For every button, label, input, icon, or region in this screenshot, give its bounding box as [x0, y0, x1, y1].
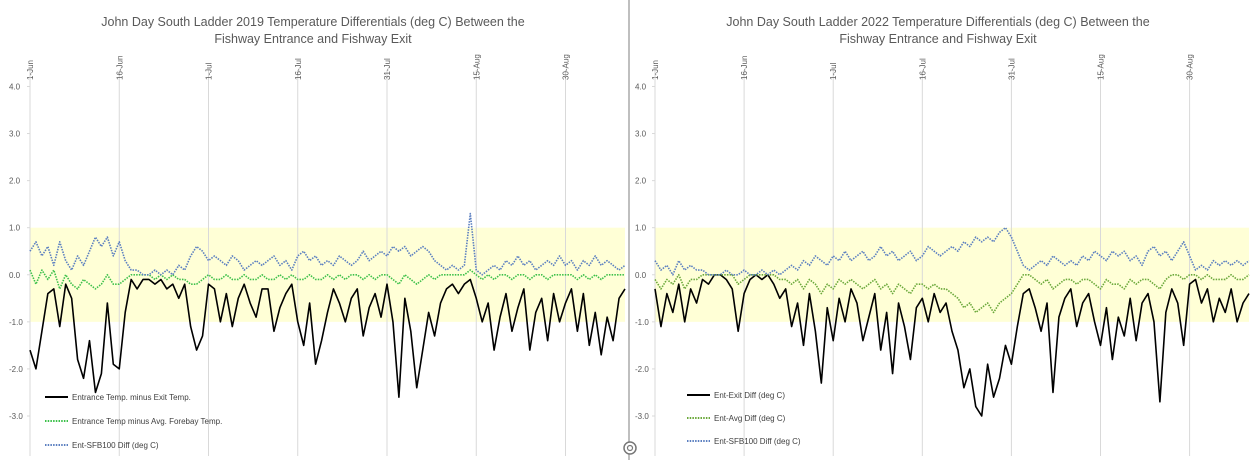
x-tick-label: 15-Aug: [1097, 54, 1106, 80]
chart-panel: 1-Jun 16-Jun 1-Jul 16-Jul 31-Jul 15-Aug 30-Aug…: [631, 0, 1251, 460]
series-line: [29, 269, 625, 290]
chart-panel: 1-Jun 16-Jun 1-Jul 16-Jul 31-Jul 15-Aug 30-Aug…: [9, 15, 626, 456]
x-tick-label: 31-Jul: [1007, 58, 1016, 80]
y-tick-label: 2.0: [635, 177, 647, 186]
x-tick-label: 1-Jun: [26, 60, 35, 80]
y-tick-label: -3.0: [9, 412, 23, 421]
chart: 1-Jun 16-Jun 1-Jul 16-Jul 31-Jul 15-Aug 30-Aug…: [9, 54, 626, 456]
series-line: [654, 273, 1250, 314]
chart: 1-Jun 16-Jun 1-Jul 16-Jul 31-Jul 15-Aug 30-Aug…: [635, 54, 1250, 456]
y-tick-label: 3.0: [635, 130, 647, 139]
legend-label: Ent-Exit Diff (deg C): [714, 391, 785, 400]
y-tick-label: -1.0: [635, 318, 649, 327]
divider: [628, 0, 630, 460]
resize-handle-icon: [623, 441, 637, 455]
y-tick-label: -1.0: [9, 318, 23, 327]
legend-label: Ent-SFB100 Diff (deg C): [72, 441, 159, 450]
y-tick-label: 2.0: [9, 177, 21, 186]
y-tick-label: 4.0: [9, 82, 21, 91]
y-tick-label: 0.0: [9, 271, 21, 280]
chart-title: John Day South Ladder 2019 Temperature D…: [101, 15, 525, 46]
y-tick-label: 1.0: [9, 224, 21, 233]
legend-label: Ent-Avg Diff (deg C): [714, 414, 786, 423]
x-tick-label: 30-Aug: [1186, 54, 1195, 80]
y-tick-label: 1.0: [635, 224, 647, 233]
x-tick-label: 1-Jun: [651, 60, 660, 80]
y-tick-label: -3.0: [635, 412, 649, 421]
y-tick-label: 3.0: [9, 130, 21, 139]
y-tick-label: -2.0: [9, 365, 23, 374]
x-tick-label: 16-Jul: [294, 58, 303, 80]
series-line: [29, 212, 626, 276]
y-tick-label: 0.0: [635, 271, 647, 280]
y-tick-label: -2.0: [635, 365, 649, 374]
series-line: [654, 273, 1250, 417]
x-tick-label: 1-Jul: [205, 62, 214, 80]
x-tick-label: 16-Jun: [740, 56, 749, 80]
x-tick-label: 31-Jul: [383, 58, 392, 80]
series-line: [29, 278, 626, 398]
y-tick-label: 4.0: [635, 82, 647, 91]
x-tick-label: 16-Jul: [918, 58, 927, 80]
x-tick-label: 1-Jul: [829, 62, 838, 80]
legend-label: Ent-SFB100 Diff (deg C): [714, 437, 801, 446]
x-tick-label: 15-Aug: [472, 54, 481, 80]
legend-label: Entrance Temp minus Avg. Forebay Temp.: [72, 417, 222, 426]
legend-label: Entrance Temp. minus Exit Temp.: [72, 393, 191, 402]
chart-title: John Day South Ladder 2022 Temperature D…: [726, 15, 1150, 46]
x-tick-label: 16-Jun: [115, 56, 124, 80]
x-tick-label: 30-Aug: [562, 54, 571, 80]
